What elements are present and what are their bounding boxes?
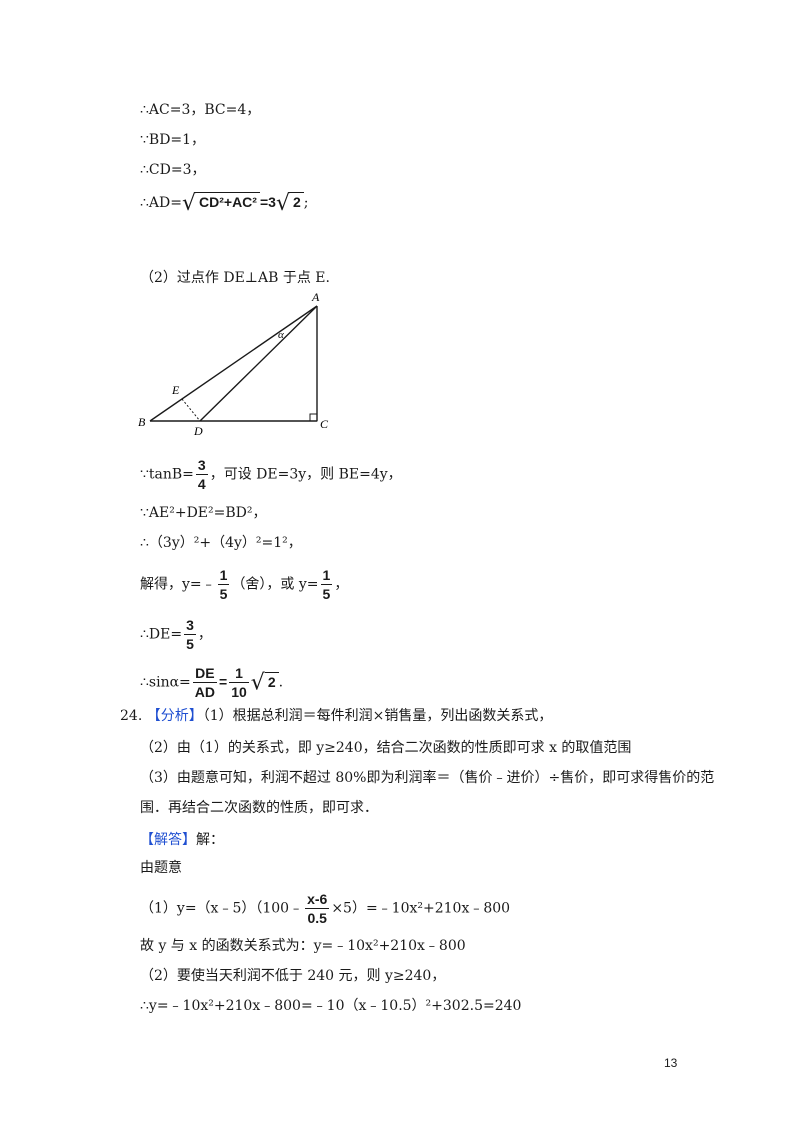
fraction-sin-1: DE AD [192,664,218,701]
radical-sign-3: √ [250,670,265,696]
right-angle-mark [309,413,318,422]
sin-root: 2 [264,671,279,691]
answer-1: （1）y=（x﹣5）（100﹣ x-6 0.5 ×5）=﹣10x²+210x﹣800 [140,890,510,927]
label-b: B [138,415,146,429]
line-cd: ∴CD=3， [140,162,206,178]
part2-intro: （2）过点作 DE⊥AB 于点 E. [140,270,330,286]
line-ac-bc: ∴AC=3，BC=4， [140,102,261,118]
solve-den2: 5 [322,586,331,602]
solve-prefix: 解得，y=﹣ [140,576,216,593]
solve-mid: （舍），或 y= [231,576,319,593]
radical-sign: √ [181,191,197,216]
solve-num2: 1 [320,567,333,585]
label-a: A [311,290,320,304]
answer-intro: 由题意 [140,860,182,876]
sin-eq: = [219,673,228,690]
b1-den: 0.5 [307,910,327,926]
ad-end: ; [303,195,309,211]
answer-line: 【解答】解： [140,830,224,850]
label-d: D [193,424,203,438]
line-sin: ∴sinα= DE AD = 1 10 √ 2. [140,664,283,701]
label-alpha: α [278,329,284,341]
line-ad: ∴AD=√ CD²+AC² =3√ 2; [140,191,309,216]
radical-sign-2: √ [275,191,290,216]
label-c: C [320,417,329,431]
solve-den1: 5 [219,586,228,602]
fraction-b1: x-6 0.5 [305,890,330,927]
line-de: ∴DE= 3 5， [140,616,212,653]
answer-3: （2）要使当天利润不低于 240 元，则 y≥240， [140,968,446,984]
analysis-2: （2）由（1）的关系式，即 y≥240，结合二次函数的性质即可求 x 的取值范围 [140,740,632,756]
de-prefix: ∴DE= [140,626,183,643]
sin-den2: 10 [231,684,247,700]
b1-suffix: ×5）=﹣10x²+210x﹣800 [331,900,511,917]
de-den: 5 [186,636,194,652]
sin-num: DE [192,664,218,683]
solve-end: ， [334,576,349,593]
ad-radicand: CD²+AC² [196,192,260,211]
sin-num2: 1 [229,664,249,683]
line-pythagoras: ∵AE²+DE²=BD²， [140,505,267,521]
answer-4: ∴y=﹣10x²+210x﹣800=﹣10（x﹣10.5）²+302.5=240 [140,998,522,1014]
b1-prefix: （1）y=（x﹣5）（100﹣ [140,900,304,917]
page-number: 13 [664,1056,678,1070]
de-num: 3 [184,617,196,635]
question-number: 24. [120,708,143,724]
segment-de [181,398,201,422]
answer-2: 故 y 与 x 的函数关系式为：y=﹣10x²+210x﹣800 [140,938,466,954]
sin-end: . [278,674,284,691]
analysis-tag: 【分析】 [146,708,203,724]
sin-prefix: ∴sinα= [140,674,191,691]
fraction-sin-2: 1 10 [229,664,249,701]
ad-root: 2 [289,192,304,211]
analysis-4: 围．再结合二次函数的性质，即可求． [140,800,378,816]
tan-suffix: ，可设 DE=3y，则 BE=4y， [209,466,402,483]
line-tan: ∵tanB= 3 4 ，可设 DE=3y，则 BE=4y， [140,456,402,493]
ad-eq: =3 [259,194,276,210]
answer-after: 解： [196,832,224,848]
answer-tag: 【解答】 [140,832,196,848]
ad-prefix: ∴AD= [140,195,182,211]
segment-ab [149,305,318,422]
line-equation: ∴（3y）²+（4y）²=1²， [140,535,302,551]
tan-num: 3 [195,457,208,475]
segment-ad [199,305,318,422]
solve-num1: 1 [217,567,230,585]
line-solve: 解得，y=﹣ 1 5 （舍），或 y= 1 5， [140,566,348,603]
b1-num: x-6 [305,891,330,909]
triangle-figure: A B C D E α [138,290,329,438]
tan-prefix: ∵tanB= [140,466,194,483]
label-e: E [171,383,180,397]
de-end: ， [197,626,212,643]
q24-analysis-line: 24. 【分析】（1）根据总利润＝每件利润×销售量，列出函数关系式， [120,706,552,726]
analysis-3: （3）由题意可知，利润不超过 80%即为利润率＝（售价﹣进价）÷售价，即可求得售… [140,770,715,786]
sin-den: AD [194,684,216,700]
analysis-1: （1）根据总利润＝每件利润×销售量，列出函数关系式， [202,708,553,724]
line-bd: ∵BD=1， [140,132,206,148]
tan-den: 4 [197,476,206,492]
